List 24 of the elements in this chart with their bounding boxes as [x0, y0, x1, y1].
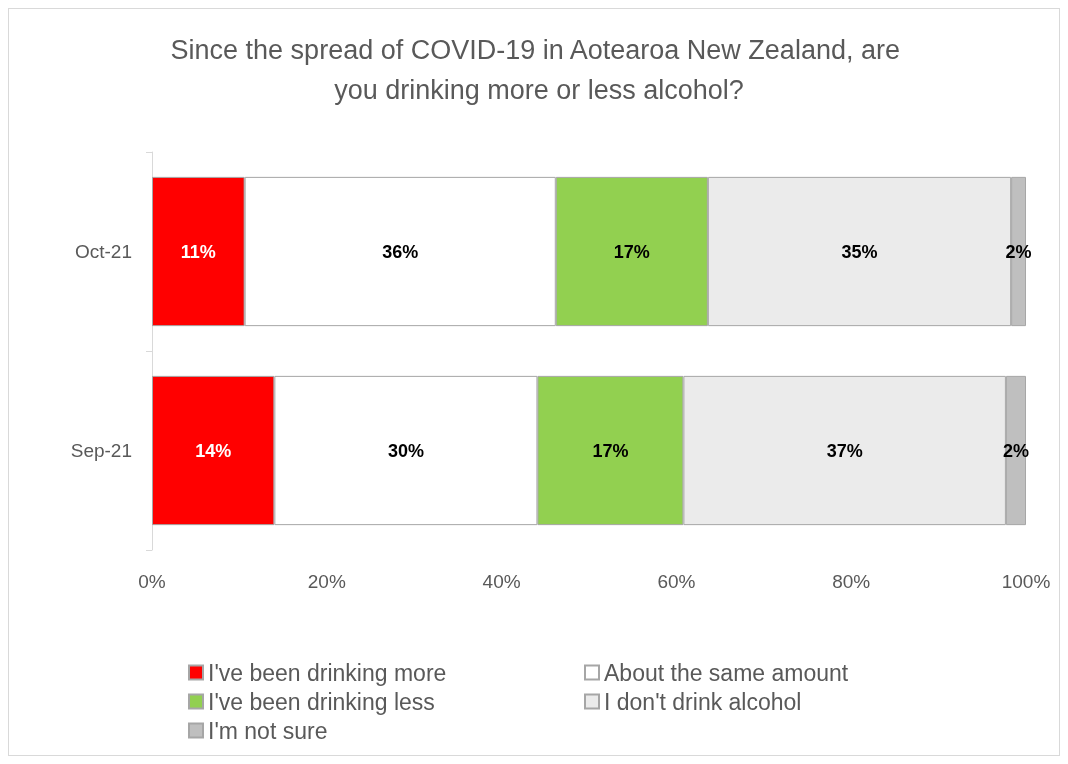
- x-tick-label: 60%: [657, 571, 696, 592]
- x-tick-label: 80%: [832, 571, 871, 592]
- legend-label: I've been drinking less: [208, 688, 435, 715]
- data-label: 2%: [1005, 241, 1032, 262]
- data-label: 36%: [382, 241, 419, 262]
- data-label: 11%: [180, 241, 216, 262]
- x-tick-label: 20%: [307, 571, 346, 592]
- data-label: 17%: [613, 241, 650, 262]
- legend-label: I've been drinking more: [208, 659, 447, 686]
- chart-title: Since the spread of COVID-19 in Aotearoa New Zealand, are you drinking more or less alcohol?: [170, 35, 908, 105]
- legend-label: I'm not sure: [208, 717, 328, 744]
- x-tick-label: 40%: [482, 571, 521, 592]
- y-tick-label: Sep-21: [70, 440, 132, 461]
- data-label: 37%: [826, 440, 863, 461]
- x-tick-label: 0%: [138, 571, 166, 592]
- legend-label: About the same amount: [604, 659, 849, 686]
- data-label: 14%: [195, 440, 232, 461]
- data-label: 17%: [592, 440, 629, 461]
- data-label: 30%: [387, 440, 424, 461]
- y-tick-label: Oct-21: [74, 241, 132, 262]
- legend-label: I don't drink alcohol: [604, 688, 802, 715]
- x-tick-label: 100%: [1001, 571, 1051, 592]
- data-label: 2%: [1002, 440, 1029, 461]
- data-label: 35%: [841, 241, 878, 262]
